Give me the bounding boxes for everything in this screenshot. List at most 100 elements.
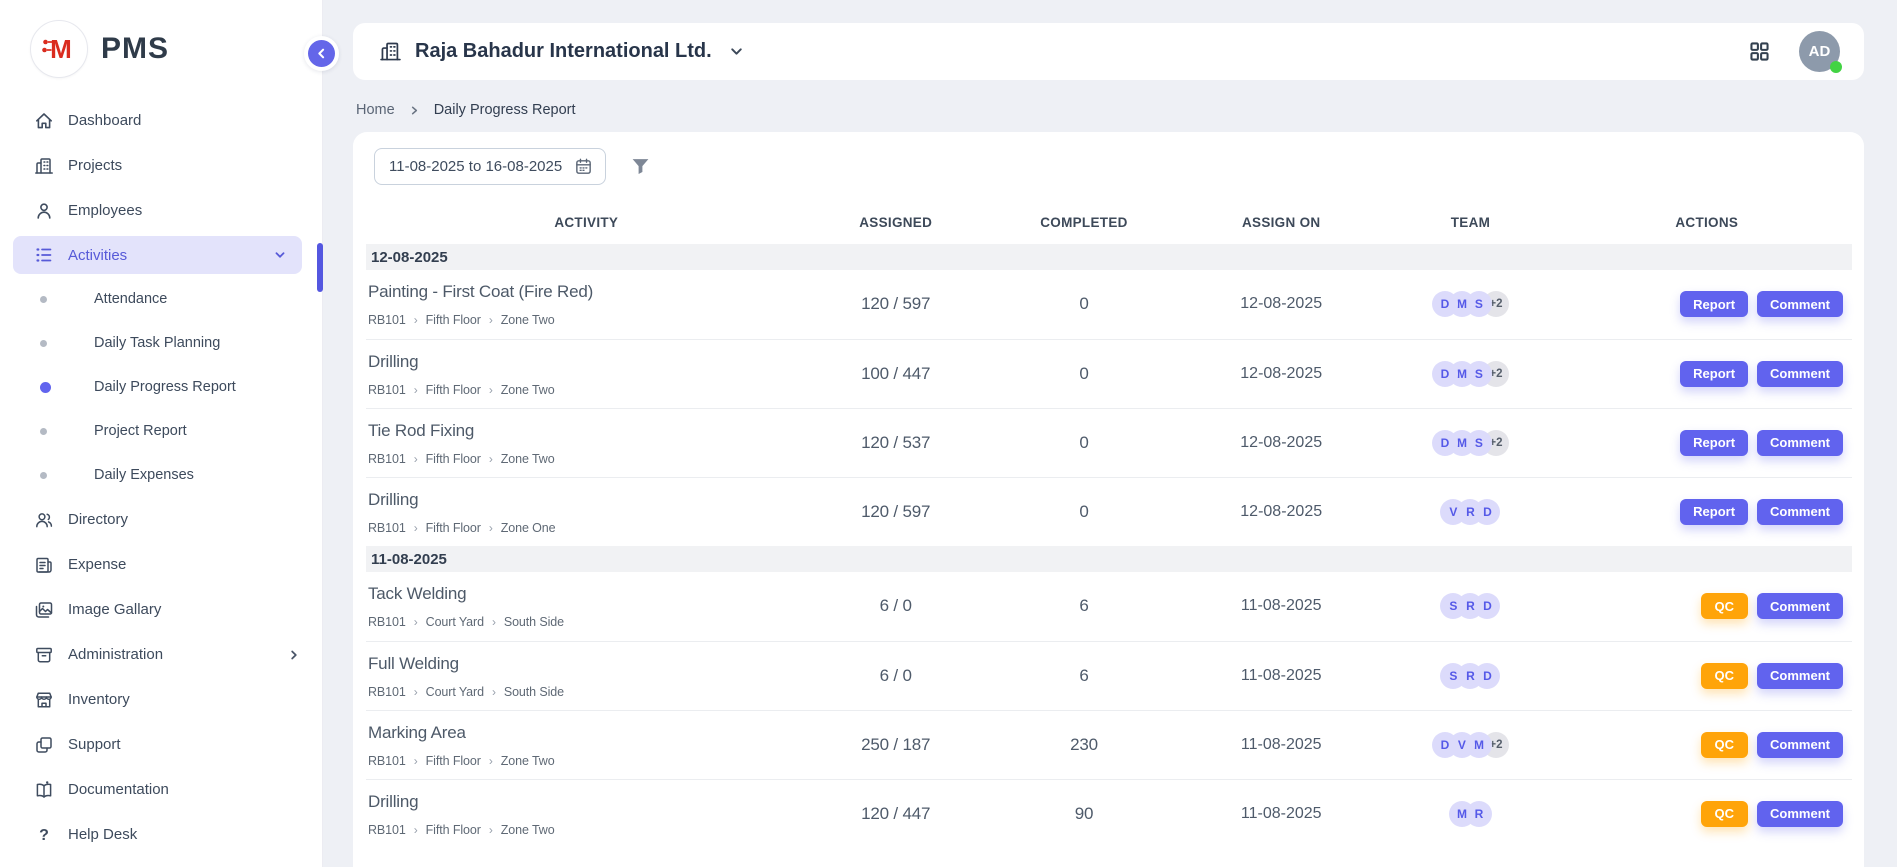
activity-cell: Marking AreaRB101›Fifth Floor›Zone Two — [366, 710, 807, 779]
comment-button[interactable]: Comment — [1757, 663, 1843, 689]
date-range-input[interactable]: 11-08-2025 to 16-08-2025 — [374, 148, 606, 185]
activity-path: RB101›Court Yard›South Side — [368, 615, 807, 629]
sidebar-subitem-daily-progress-report[interactable]: Daily Progress Report — [0, 365, 322, 409]
sidebar-item-inventory[interactable]: Inventory — [0, 677, 322, 722]
brand-logo-icon: M — [30, 20, 88, 78]
activity-cell: Tack WeldingRB101›Court Yard›South Side — [366, 572, 807, 641]
sidebar-item-projects[interactable]: Projects — [0, 143, 322, 188]
path-segment: Zone Two — [501, 452, 555, 466]
user-avatar[interactable]: AD — [1799, 31, 1840, 72]
sidebar-item-dashboard[interactable]: Dashboard — [0, 98, 322, 143]
avatar-chip: S — [1440, 663, 1466, 689]
comment-button[interactable]: Comment — [1757, 499, 1843, 525]
actions-cell: QC Comment — [1562, 710, 1852, 779]
report-button[interactable]: Report — [1680, 291, 1748, 317]
sidebar-item-label: Help Desk — [68, 826, 137, 843]
store-icon — [33, 689, 55, 711]
company-selector[interactable]: Raja Bahadur International Ltd. — [379, 40, 744, 63]
assigned-value: 120 / 537 — [807, 408, 985, 477]
activity-cell: Tie Rod FixingRB101›Fifth Floor›Zone Two — [366, 408, 807, 477]
comment-button[interactable]: Comment — [1757, 291, 1843, 317]
col-header-assign-on: ASSIGN ON — [1183, 200, 1379, 244]
comment-button[interactable]: Comment — [1757, 593, 1843, 619]
sidebar-subitem-project-report[interactable]: Project Report — [0, 409, 322, 453]
actions-cell: Report Comment — [1562, 270, 1852, 339]
bullet-icon — [40, 428, 47, 435]
filter-funnel-button[interactable] — [630, 156, 651, 177]
report-button[interactable]: Report — [1680, 430, 1748, 456]
building-icon — [379, 40, 402, 63]
completed-value: 0 — [985, 270, 1183, 339]
comment-button[interactable]: Comment — [1757, 361, 1843, 387]
breadcrumb-home-link[interactable]: Home — [356, 102, 395, 118]
archive-icon — [33, 644, 55, 666]
comment-button[interactable]: Comment — [1757, 430, 1843, 456]
comment-button[interactable]: Comment — [1757, 801, 1843, 827]
chevron-right-icon: › — [414, 754, 418, 768]
path-segment: RB101 — [368, 383, 406, 397]
action-buttons: Report Comment — [1562, 361, 1852, 387]
sidebar-subitem-daily-expenses[interactable]: Daily Expenses — [0, 453, 322, 497]
sidebar-item-help-desk[interactable]: ?Help Desk — [0, 812, 322, 857]
path-segment: Fifth Floor — [426, 521, 481, 535]
team-cell: SRD — [1379, 641, 1561, 710]
sidebar-item-expense[interactable]: Expense — [0, 542, 322, 587]
chevron-right-icon: › — [414, 615, 418, 629]
activity-cell: DrillingRB101›Fifth Floor›Zone One — [366, 477, 807, 546]
apps-grid-button[interactable] — [1748, 40, 1771, 63]
path-segment: RB101 — [368, 823, 406, 837]
path-segment: RB101 — [368, 313, 406, 327]
sidebar-nav: Dashboard Projects Employees ActivitiesAtte… — [0, 88, 322, 857]
sidebar-subitem-daily-task-planning[interactable]: Daily Task Planning — [0, 321, 322, 365]
path-segment: Zone Two — [501, 313, 555, 327]
sidebar-item-activities[interactable]: Activities — [13, 236, 302, 274]
report-button[interactable]: Report — [1680, 361, 1748, 387]
sidebar-item-label: Documentation — [68, 781, 169, 798]
team-cell: DMS+2 — [1379, 339, 1561, 408]
team-cell: DMS+2 — [1379, 408, 1561, 477]
sidebar-item-support[interactable]: Support — [0, 722, 322, 767]
col-header-actions: ACTIONS — [1562, 200, 1852, 244]
sidebar-collapse-button[interactable] — [304, 36, 339, 71]
chevron-right-icon: › — [489, 823, 493, 837]
assigned-value: 100 / 447 — [807, 339, 985, 408]
sidebar-subitem-attendance[interactable]: Attendance — [0, 277, 322, 321]
calendar-icon — [574, 157, 593, 176]
sidebar-item-administration[interactable]: Administration — [0, 632, 322, 677]
sidebar-item-label: Employees — [68, 202, 142, 219]
path-segment: Court Yard — [426, 615, 484, 629]
activity-cell: DrillingRB101›Fifth Floor›Zone Two — [366, 779, 807, 848]
qc-button[interactable]: QC — [1701, 732, 1749, 758]
table-row: Tack WeldingRB101›Court Yard›South Side6… — [366, 572, 1852, 641]
sidebar-item-documentation[interactable]: Documentation — [0, 767, 322, 812]
qc-button[interactable]: QC — [1701, 663, 1749, 689]
table-row: Full WeldingRB101›Court Yard›South Side6… — [366, 641, 1852, 710]
activity-title: Drilling — [368, 490, 807, 510]
list-icon — [33, 244, 55, 266]
group-date: 11-08-2025 — [366, 546, 1852, 572]
qc-button[interactable]: QC — [1701, 593, 1749, 619]
path-segment: RB101 — [368, 754, 406, 768]
table-group-row: 11-08-2025 — [366, 546, 1852, 572]
avatar-chip: D — [1432, 291, 1458, 317]
report-button[interactable]: Report — [1680, 499, 1748, 525]
team-avatars: DMS+2 — [1379, 291, 1561, 317]
comment-button[interactable]: Comment — [1757, 732, 1843, 758]
qc-button[interactable]: QC — [1701, 801, 1749, 827]
completed-value: 230 — [985, 710, 1183, 779]
date-range-value: 11-08-2025 to 16-08-2025 — [389, 158, 562, 175]
sidebar-item-employees[interactable]: Employees — [0, 188, 322, 233]
team-avatars: DMS+2 — [1379, 430, 1561, 456]
sidebar-item-label: Dashboard — [68, 112, 141, 129]
col-header-completed: COMPLETED — [985, 200, 1183, 244]
activity-path: RB101›Fifth Floor›Zone Two — [368, 313, 807, 327]
table-row: Tie Rod FixingRB101›Fifth Floor›Zone Two… — [366, 408, 1852, 477]
action-buttons: QC Comment — [1562, 663, 1852, 689]
path-segment: RB101 — [368, 521, 406, 535]
assign-on-value: 11-08-2025 — [1183, 641, 1379, 710]
chevron-right-icon: › — [492, 615, 496, 629]
sidebar-item-directory[interactable]: Directory — [0, 497, 322, 542]
team-avatars: DMS+2 — [1379, 361, 1561, 387]
assign-on-value: 11-08-2025 — [1183, 572, 1379, 641]
sidebar-item-image-gallary[interactable]: Image Gallary — [0, 587, 322, 632]
